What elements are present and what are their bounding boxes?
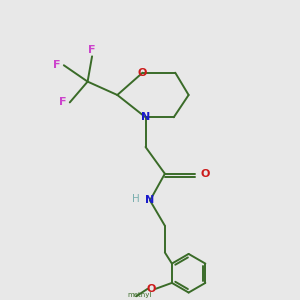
Text: O: O xyxy=(200,169,210,179)
Text: O: O xyxy=(146,284,156,294)
Text: N: N xyxy=(146,196,154,206)
Text: O: O xyxy=(138,68,147,78)
Text: methyl: methyl xyxy=(127,292,152,298)
Text: F: F xyxy=(59,98,67,107)
Text: F: F xyxy=(53,60,61,70)
Text: N: N xyxy=(141,112,150,122)
Text: F: F xyxy=(88,45,96,55)
Text: H: H xyxy=(132,194,140,204)
